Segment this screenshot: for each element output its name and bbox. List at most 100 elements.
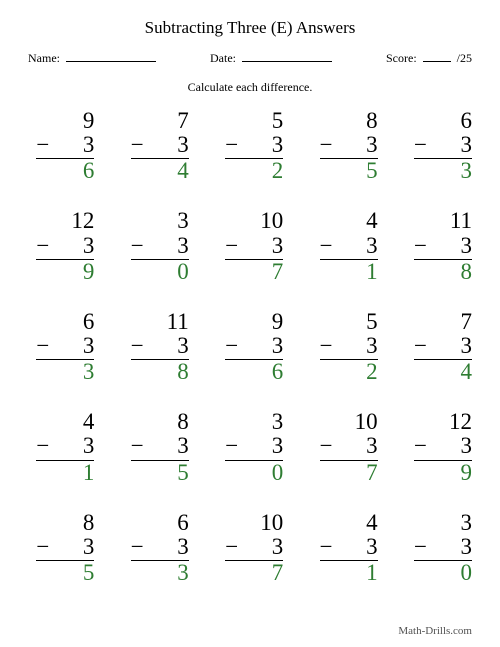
answer: 1 <box>320 561 378 585</box>
name-label: Name: <box>28 51 60 66</box>
minuend: 3 <box>131 209 189 233</box>
minus-sign: − <box>320 334 333 358</box>
subtraction-problem: 4−31 <box>320 209 378 283</box>
subtraction-problem: 8−35 <box>36 511 94 585</box>
subtrahend-row: −3 <box>320 334 378 360</box>
instructions: Calculate each difference. <box>28 80 472 95</box>
score-label: Score: <box>386 51 417 66</box>
subtrahend: 3 <box>83 535 95 559</box>
minus-sign: − <box>131 234 144 258</box>
minuend: 5 <box>320 310 378 334</box>
minuend: 3 <box>414 511 472 535</box>
minuend: 10 <box>320 410 378 434</box>
answer: 7 <box>225 561 283 585</box>
minus-sign: − <box>414 133 427 157</box>
answer: 8 <box>414 260 472 284</box>
footer-attribution: Math-Drills.com <box>398 625 472 637</box>
subtrahend: 3 <box>177 334 189 358</box>
subtrahend: 3 <box>461 234 473 258</box>
minuend: 6 <box>36 310 94 334</box>
subtraction-problem: 8−35 <box>131 410 189 484</box>
answer: 3 <box>36 360 94 384</box>
subtrahend: 3 <box>177 133 189 157</box>
subtraction-problem: 11−38 <box>414 209 472 283</box>
subtrahend: 3 <box>272 133 284 157</box>
subtrahend: 3 <box>366 133 378 157</box>
minus-sign: − <box>225 535 238 559</box>
answer: 9 <box>414 461 472 485</box>
minuend: 11 <box>131 310 189 334</box>
subtrahend-row: −3 <box>320 535 378 561</box>
subtrahend: 3 <box>366 334 378 358</box>
subtrahend: 3 <box>83 133 95 157</box>
subtraction-problem: 3−30 <box>131 209 189 283</box>
answer: 5 <box>36 561 94 585</box>
name-blank[interactable] <box>66 50 156 62</box>
minus-sign: − <box>36 334 49 358</box>
minus-sign: − <box>320 133 333 157</box>
minuend: 4 <box>320 511 378 535</box>
subtrahend: 3 <box>177 535 189 559</box>
subtrahend-row: −3 <box>225 234 283 260</box>
minus-sign: − <box>320 434 333 458</box>
subtrahend-row: −3 <box>225 334 283 360</box>
subtraction-problem: 10−37 <box>320 410 378 484</box>
minus-sign: − <box>36 434 49 458</box>
minus-sign: − <box>320 234 333 258</box>
subtrahend: 3 <box>177 234 189 258</box>
minuend: 4 <box>36 410 94 434</box>
date-blank[interactable] <box>242 50 332 62</box>
minuend: 11 <box>414 209 472 233</box>
subtraction-problem: 12−39 <box>36 209 94 283</box>
subtrahend: 3 <box>461 434 473 458</box>
answer: 4 <box>414 360 472 384</box>
subtrahend-row: −3 <box>131 434 189 460</box>
subtrahend: 3 <box>83 334 95 358</box>
answer: 7 <box>225 260 283 284</box>
answer: 8 <box>131 360 189 384</box>
subtraction-problem: 12−39 <box>414 410 472 484</box>
subtrahend-row: −3 <box>131 535 189 561</box>
answer: 9 <box>36 260 94 284</box>
minus-sign: − <box>131 334 144 358</box>
subtraction-problem: 3−30 <box>414 511 472 585</box>
answer: 3 <box>414 159 472 183</box>
minuend: 8 <box>131 410 189 434</box>
minuend: 8 <box>320 109 378 133</box>
score-total: /25 <box>457 51 472 66</box>
date-label: Date: <box>210 51 236 66</box>
subtrahend-row: −3 <box>36 334 94 360</box>
answer: 0 <box>414 561 472 585</box>
minuend: 5 <box>225 109 283 133</box>
answer: 0 <box>225 461 283 485</box>
subtrahend: 3 <box>272 434 284 458</box>
subtrahend-row: −3 <box>320 133 378 159</box>
answer: 2 <box>225 159 283 183</box>
subtrahend: 3 <box>366 434 378 458</box>
minuend: 4 <box>320 209 378 233</box>
subtrahend: 3 <box>272 535 284 559</box>
minuend: 9 <box>225 310 283 334</box>
answer: 6 <box>36 159 94 183</box>
subtrahend-row: −3 <box>131 334 189 360</box>
answer: 3 <box>131 561 189 585</box>
minuend: 10 <box>225 511 283 535</box>
minus-sign: − <box>225 434 238 458</box>
subtraction-problem: 11−38 <box>131 310 189 384</box>
minus-sign: − <box>36 133 49 157</box>
answer: 1 <box>320 260 378 284</box>
subtraction-problem: 5−32 <box>320 310 378 384</box>
minuend: 6 <box>131 511 189 535</box>
answer: 4 <box>131 159 189 183</box>
minuend: 7 <box>414 310 472 334</box>
subtrahend-row: −3 <box>225 535 283 561</box>
minus-sign: − <box>414 334 427 358</box>
minuend: 12 <box>36 209 94 233</box>
score-blank[interactable] <box>423 50 451 62</box>
minuend: 6 <box>414 109 472 133</box>
answer: 5 <box>320 159 378 183</box>
minus-sign: − <box>225 334 238 358</box>
answer: 1 <box>36 461 94 485</box>
subtrahend-row: −3 <box>225 133 283 159</box>
subtrahend: 3 <box>272 334 284 358</box>
